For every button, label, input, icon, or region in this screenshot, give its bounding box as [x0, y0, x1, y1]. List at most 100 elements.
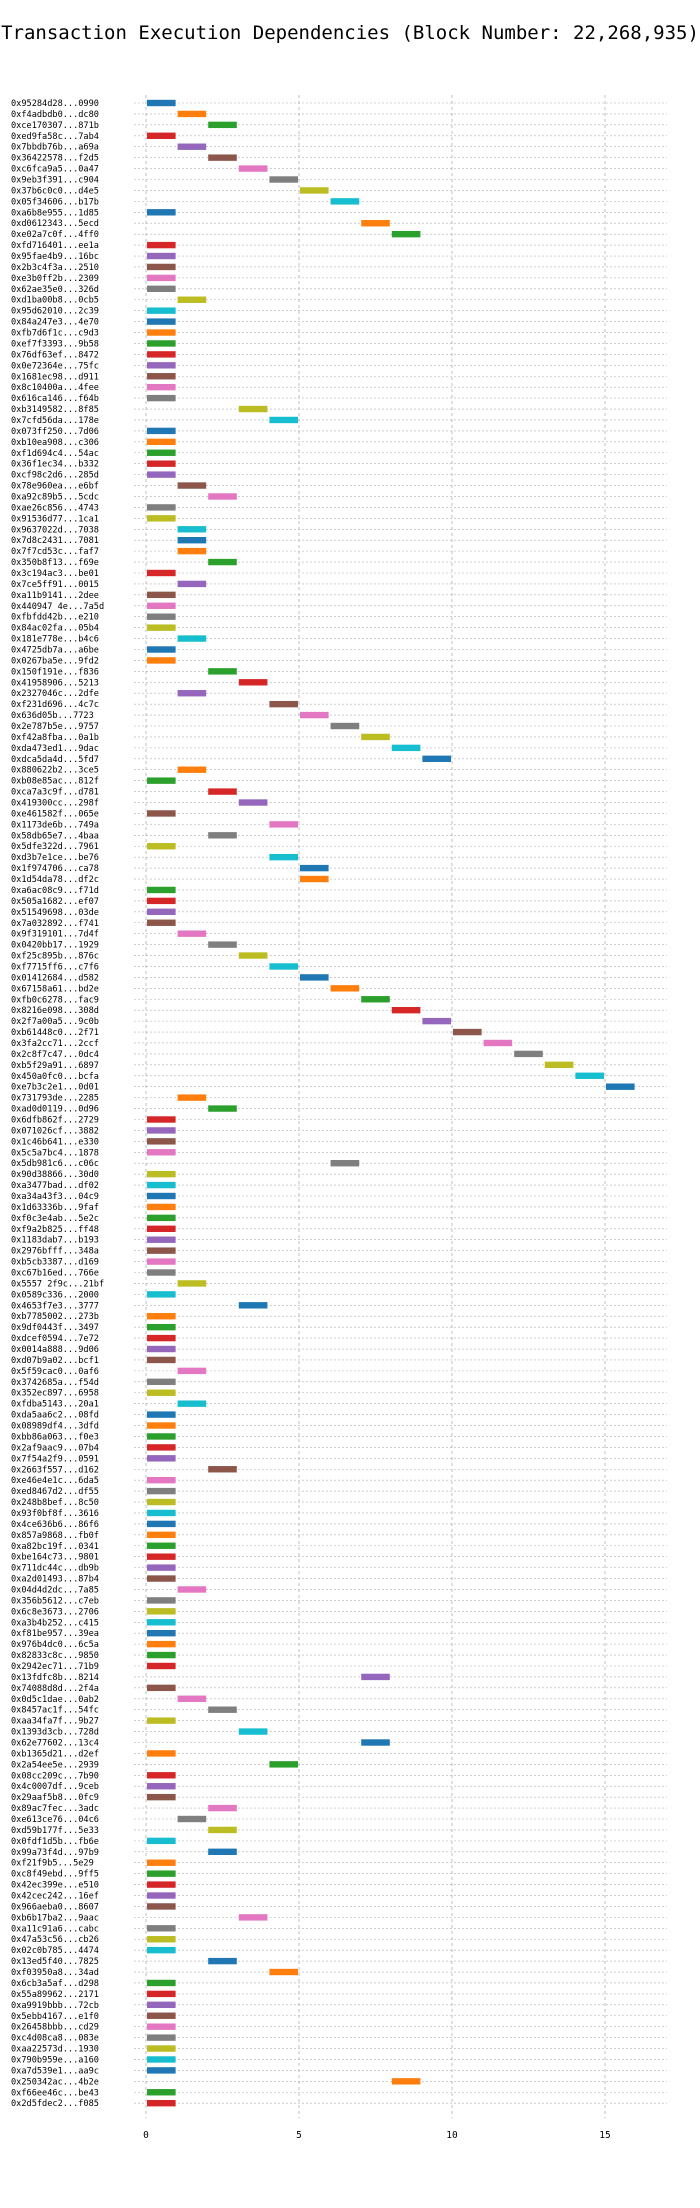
dependency-bar	[147, 274, 176, 282]
dependency-bar	[177, 1094, 207, 1101]
dependency-bar	[238, 952, 268, 959]
dependency-bar	[147, 1313, 176, 1320]
y-tick-label: 0xa3477bad...df02	[11, 1181, 99, 1191]
dependency-bar	[147, 471, 176, 478]
y-tick-label: 0x352ec897...6958	[11, 1389, 99, 1399]
dependency-bar	[208, 121, 237, 129]
y-tick-label: 0x36422578...f2d5	[11, 154, 99, 164]
dependency-bar	[208, 1826, 237, 1834]
y-tick-label: 0xa6b8e955...1d85	[11, 208, 99, 218]
y-tick-label: 0x150f191e...f836	[11, 667, 99, 677]
y-tick-label: 0x01412684...d582	[11, 973, 99, 983]
dependency-bar	[208, 493, 237, 500]
dependency-bar	[147, 2034, 176, 2041]
y-tick-label: 0xcf98c2d6...285d	[11, 471, 99, 481]
dependency-bar	[147, 1192, 176, 1200]
y-tick-label: 0x04d4d2dc...7a85	[11, 1585, 99, 1595]
dependency-bar	[422, 755, 451, 762]
dependency-bar	[147, 646, 176, 653]
y-tick-label: 0x7f54a2f9...0591	[11, 1454, 99, 1464]
dependency-bar	[330, 198, 360, 205]
dependency-bar	[208, 1706, 237, 1713]
y-tick-label: 0x1d54da78...df2c	[11, 875, 99, 885]
dependency-bar	[238, 165, 268, 172]
y-tick-label: 0x356b5612...c7eb	[11, 1596, 99, 1606]
y-tick-label: 0x350b8f13...f69e	[11, 558, 99, 568]
x-tick-label: 10	[446, 2130, 458, 2141]
dependency-bar	[269, 176, 298, 183]
y-tick-label: 0x36f1ec34...b332	[11, 460, 99, 470]
y-tick-label: 0x47a53c56...cb26	[11, 1935, 99, 1945]
y-tick-label: 0xb10ea908...c306	[11, 438, 99, 448]
y-tick-label: 0xef7f3393...9b58	[11, 339, 99, 349]
y-tick-label: 0xb5f29a91...6897	[11, 1061, 99, 1071]
dependency-bar	[177, 296, 207, 303]
dependency-bar	[269, 700, 298, 708]
y-tick-label: 0x0267ba5e...9fd2	[11, 656, 99, 666]
y-tick-label: 0xfd716401...ee1a	[11, 241, 99, 251]
dependency-bar	[391, 744, 421, 752]
dependency-bar	[147, 624, 176, 631]
y-tick-label: 0x89ac7fec...3adc	[11, 1804, 99, 1814]
y-tick-label: 0xda5aa6c2...08fd	[11, 1411, 99, 1421]
y-tick-label: 0xb6b17ba2...9aac	[11, 1913, 99, 1923]
y-tick-label: 0x08989df4...3dfd	[11, 1422, 99, 1432]
dependency-bar	[238, 405, 268, 413]
dependency-bar	[208, 1466, 237, 1473]
y-tick-label: 0x2a54ee5e...2939	[11, 1760, 99, 1770]
y-tick-label: 0x05f34606...b17b	[11, 197, 99, 207]
dependency-bar	[177, 537, 207, 544]
dependency-bar	[147, 1116, 176, 1123]
y-tick-label: 0x76df63ef...8472	[11, 350, 99, 360]
y-tick-label: 0xd3b7e1ce...be76	[11, 853, 99, 863]
y-tick-label: 0xd59b177f...5e33	[11, 1826, 99, 1836]
dependency-bar	[147, 515, 176, 522]
dependency-bar	[177, 635, 207, 642]
y-tick-label: 0xfb0c6278...fac9	[11, 995, 99, 1005]
dependency-bar	[147, 1750, 176, 1757]
y-tick-label: 0x02c0b785...4474	[11, 1946, 99, 1956]
dependency-bar	[300, 187, 329, 194]
y-tick-label: 0x8c10400a...4fee	[11, 383, 99, 393]
dependency-bar	[147, 1946, 176, 1954]
y-tick-label: 0xe3b0ff2b...2309	[11, 274, 99, 284]
dependency-bar	[238, 1302, 268, 1309]
y-tick-label: 0x505a1682...ef07	[11, 897, 99, 907]
dependency-bar	[147, 1542, 176, 1549]
dependency-bar	[208, 1804, 237, 1812]
dependency-bar	[147, 285, 176, 293]
dependency-bar	[147, 1597, 176, 1604]
y-tick-label: 0x5f59cac0...0af6	[11, 1367, 99, 1377]
y-tick-label: 0xa92c89b5...5cdc	[11, 492, 99, 502]
dependency-bar	[361, 1673, 390, 1681]
y-tick-label: 0x976b4dc0...6c5a	[11, 1640, 99, 1650]
y-tick-label: 0x248b8bef...8c50	[11, 1498, 99, 1508]
dependency-bar	[147, 1269, 176, 1276]
y-tick-label: 0x6dfb862f...2729	[11, 1115, 99, 1125]
dependency-bar	[177, 1815, 207, 1823]
dependency-bar	[147, 777, 176, 784]
y-tick-label: 0x7bbdb76b...a69a	[11, 143, 99, 153]
dependency-bar	[147, 1859, 176, 1866]
dependency-bar	[147, 318, 176, 325]
dependency-bar	[208, 832, 237, 839]
dependency-bar	[147, 241, 176, 249]
y-tick-label: 0x78e960ea...e6bf	[11, 482, 99, 492]
dependency-bar	[147, 1520, 176, 1528]
y-tick-label: 0xb1365d21...d2ef	[11, 1749, 99, 1759]
y-tick-label: 0x1173de6b...749a	[11, 820, 99, 830]
y-tick-label: 0xfdba5143...20a1	[11, 1400, 99, 1410]
x-tick-label: 15	[599, 2130, 610, 2141]
y-tick-label: 0xad0d0119...0d96	[11, 1105, 99, 1115]
dependency-bar	[208, 788, 237, 795]
y-tick-label: 0x84a247e3...4e70	[11, 318, 99, 328]
dependency-bar	[177, 1367, 207, 1375]
y-tick-label: 0x55a89962...2171	[11, 1990, 99, 2000]
y-tick-label: 0x5557 2f9c...21bf	[11, 1279, 104, 1289]
dependency-bar	[147, 1127, 176, 1134]
dependency-bar	[147, 1498, 176, 1506]
y-tick-label: 0x82833c8c...9850	[11, 1651, 99, 1661]
dependency-bar	[606, 1083, 635, 1090]
y-tick-label: 0xa6ac08c9...f71d	[11, 886, 99, 896]
